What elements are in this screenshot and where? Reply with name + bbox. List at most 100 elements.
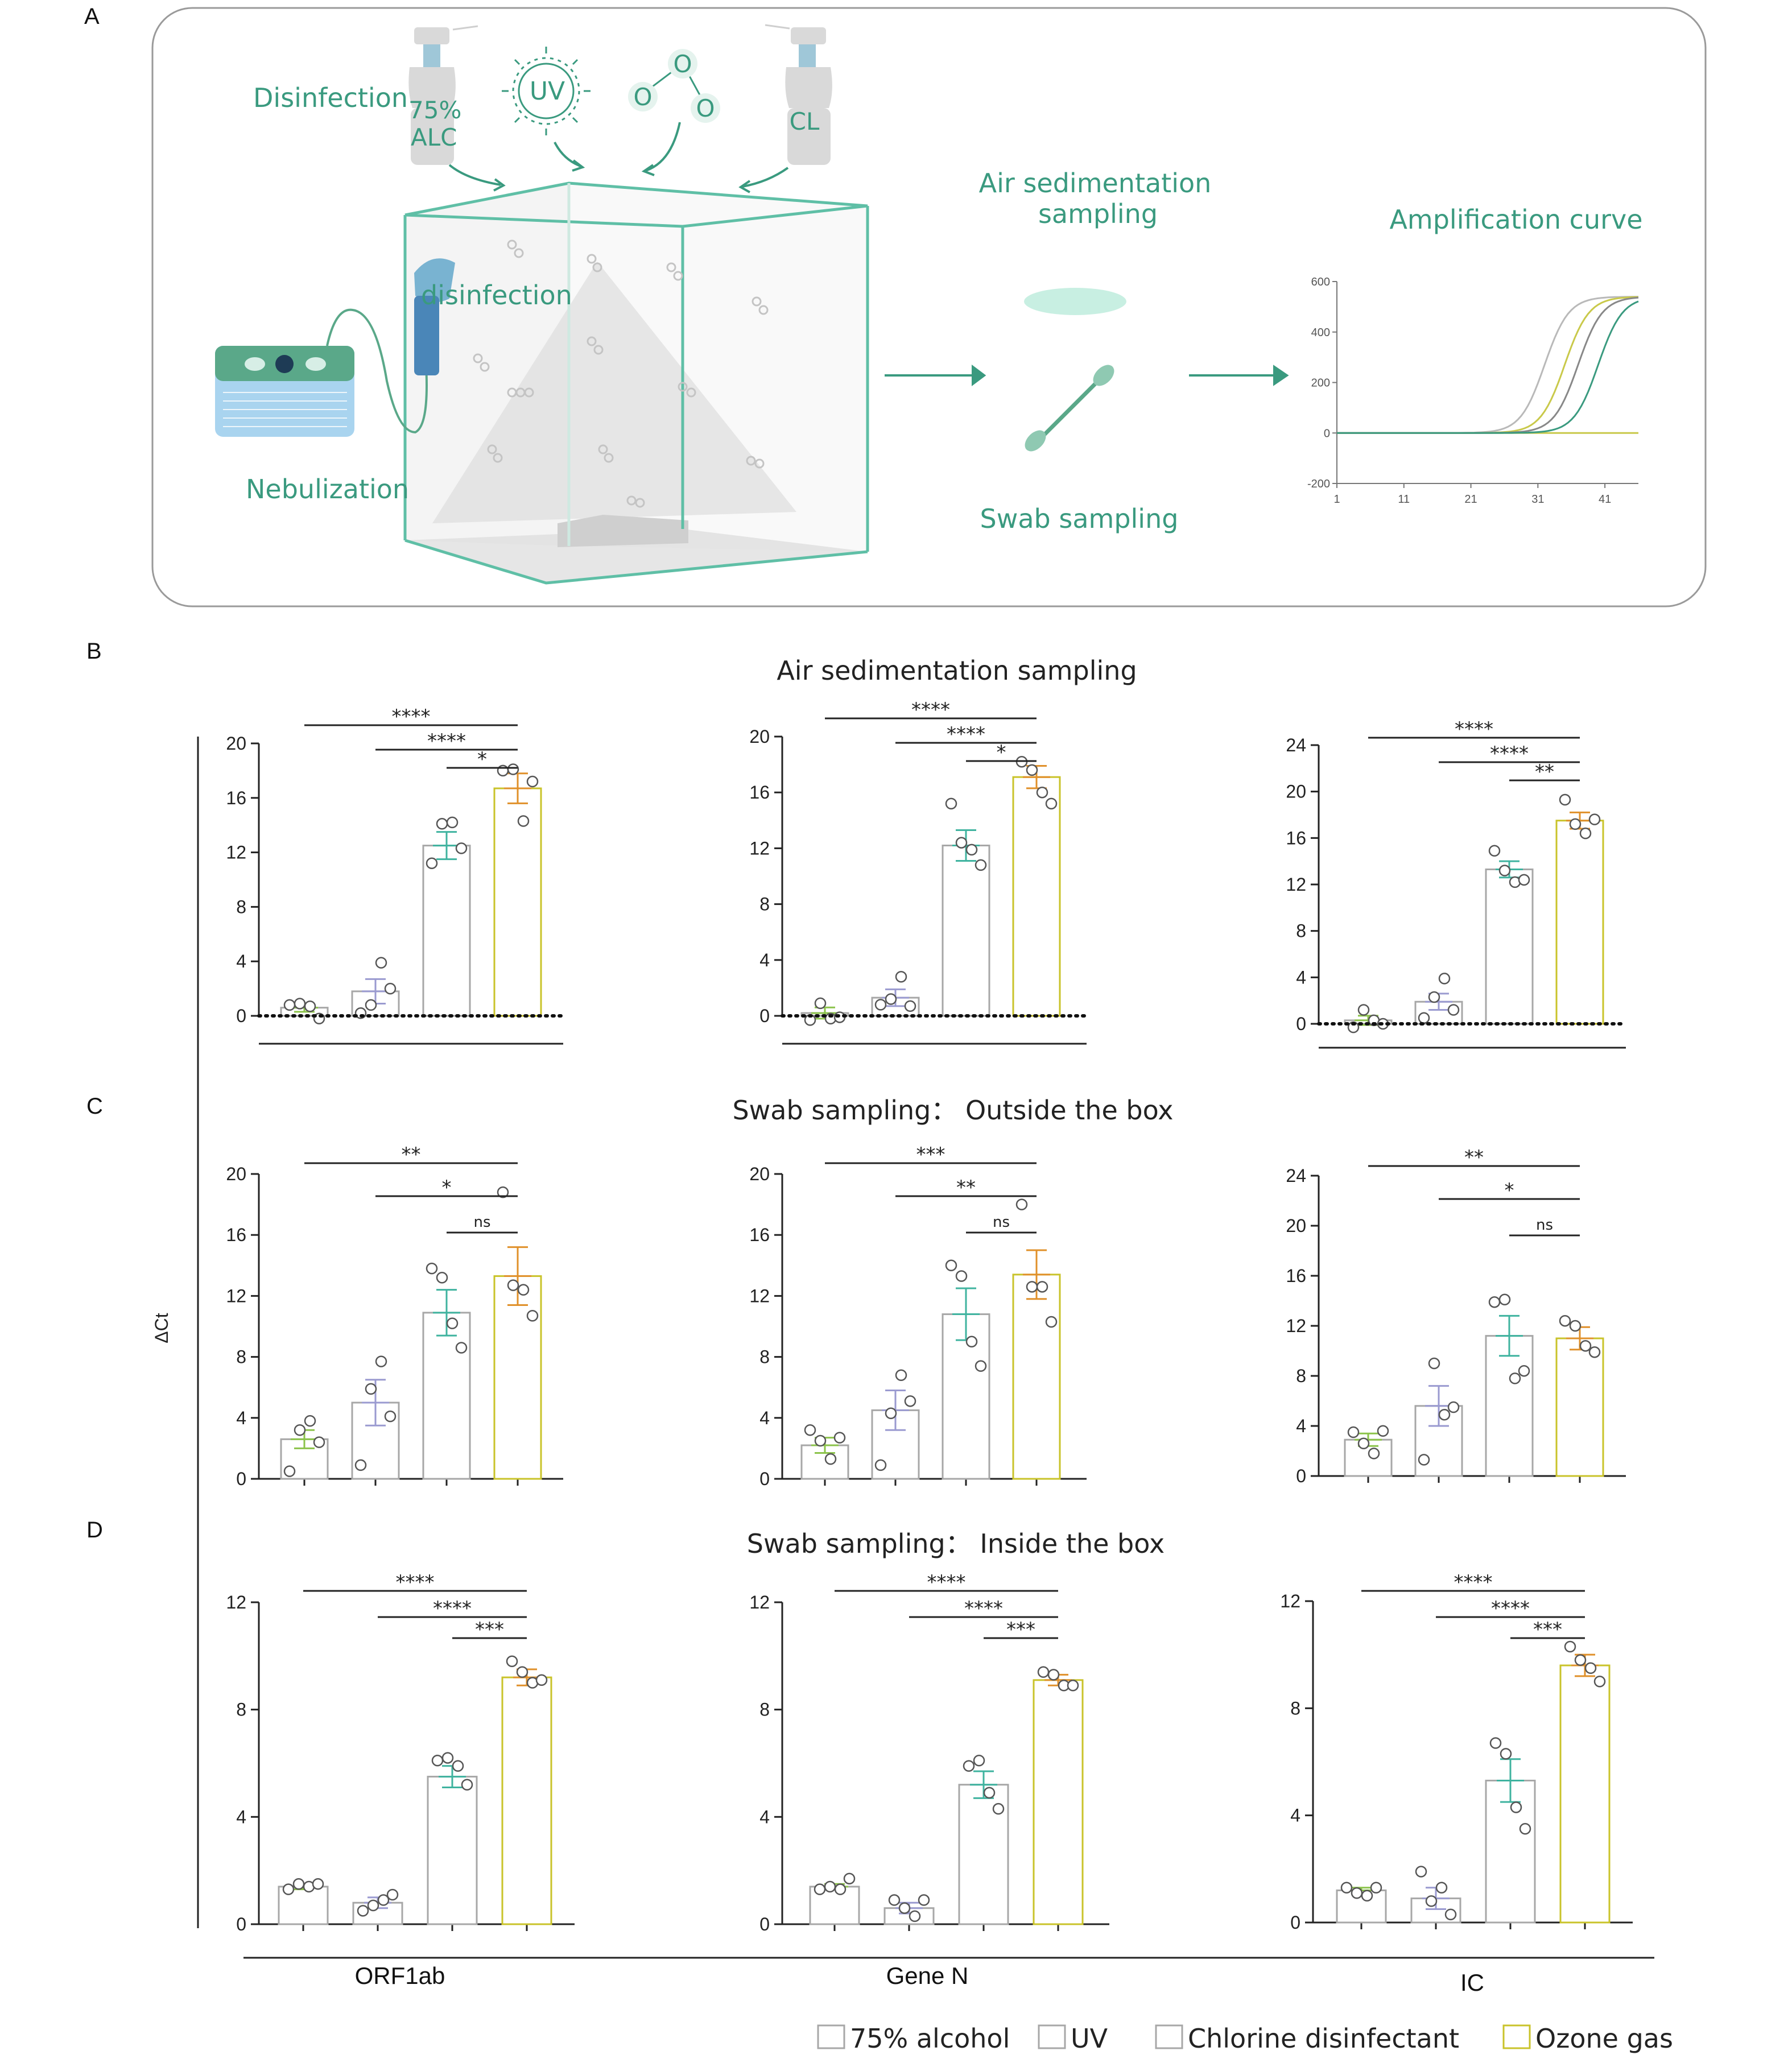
data-point xyxy=(431,1755,444,1767)
y-tick-label: 12 xyxy=(749,1285,770,1306)
disinfection-inner-label: disinfection xyxy=(421,280,572,311)
air-sampling-label-line2: sampling xyxy=(1038,199,1158,229)
data-point xyxy=(365,999,377,1011)
data-point xyxy=(1488,845,1501,857)
data-point xyxy=(965,844,978,856)
y-tick-label: 0 xyxy=(1296,1466,1306,1486)
y-tick-label: 8 xyxy=(236,1700,246,1720)
y-tick-label: 8 xyxy=(1296,921,1306,941)
amp-y-tick-label: 400 xyxy=(1311,326,1330,339)
y-tick-label: 16 xyxy=(749,1225,770,1245)
y-tick-label: 0 xyxy=(1290,1912,1300,1933)
uv-label: UV xyxy=(530,77,565,106)
legend-label: UV xyxy=(1071,2023,1108,2054)
ozone-o1: O xyxy=(633,83,652,111)
data-point xyxy=(945,797,957,810)
ozone-molecule-icon xyxy=(628,49,720,123)
data-point xyxy=(1347,1426,1360,1438)
amp-y-tick-label: 0 xyxy=(1324,427,1330,440)
panel-letter-d: D xyxy=(86,1518,103,1543)
data-point xyxy=(507,1279,519,1291)
legend: 75% alcohol UV Chlorine disinfectant Ozone … xyxy=(817,2023,1673,2054)
data-point xyxy=(1509,1372,1521,1384)
gene-label-orf1ab: ORF1ab xyxy=(355,1962,445,1989)
y-tick-label: 0 xyxy=(759,1469,770,1489)
y-tick-label: 0 xyxy=(236,1006,246,1026)
cl-label: CL xyxy=(790,108,820,135)
data-point xyxy=(1368,1448,1380,1460)
data-point xyxy=(375,1355,387,1367)
bar xyxy=(1485,1335,1534,1477)
panel-a-frame xyxy=(151,7,1707,607)
bar xyxy=(427,1776,478,1925)
data-point xyxy=(992,1802,1005,1815)
sig-label: **** xyxy=(1491,1597,1530,1620)
data-point xyxy=(1037,1666,1050,1678)
agent-arrows xyxy=(448,122,789,193)
y-tick-label: 8 xyxy=(236,896,246,917)
y-tick-label: 4 xyxy=(236,1408,246,1428)
data-point xyxy=(426,857,438,870)
gene-label-ic: IC xyxy=(1460,1969,1484,1996)
sig-label: ** xyxy=(1535,760,1554,783)
sig-label: ** xyxy=(956,1176,976,1199)
data-point xyxy=(1357,1437,1370,1450)
data-point xyxy=(1489,1737,1502,1749)
data-point xyxy=(312,1878,324,1890)
nebulizer-mask-icon xyxy=(414,258,455,375)
data-point xyxy=(1428,1357,1440,1370)
data-point xyxy=(1447,1004,1460,1016)
data-point xyxy=(357,1905,369,1917)
y-tick-label: 24 xyxy=(1286,1165,1306,1186)
bar xyxy=(1555,820,1604,1025)
y-tick-label: 16 xyxy=(226,788,246,808)
sig-label: * xyxy=(442,1176,452,1199)
spray-bottle-left-icon xyxy=(408,25,478,165)
y-tick-label: 8 xyxy=(759,1700,770,1720)
section-title-d: Swab sampling： Inside the box xyxy=(747,1528,1165,1559)
data-point xyxy=(1015,1198,1028,1210)
y-tick-label: 12 xyxy=(226,842,246,863)
amp-y-tick-label: 200 xyxy=(1311,377,1330,390)
data-point xyxy=(973,1755,985,1767)
y-tick-label: 4 xyxy=(759,1806,770,1827)
data-point xyxy=(1559,793,1571,806)
data-point xyxy=(1498,1293,1511,1306)
data-point xyxy=(1444,1908,1457,1921)
data-point xyxy=(1435,1882,1448,1894)
bar-sections: B Air sedimentation sampling C Swab samplin… xyxy=(86,639,1633,1934)
nebulization-label: Nebulization xyxy=(246,474,409,505)
y-tick-label: 8 xyxy=(759,1347,770,1367)
sig-label: ns xyxy=(473,1214,490,1231)
sig-label: **** xyxy=(396,1571,435,1594)
data-point xyxy=(1569,818,1582,830)
data-point xyxy=(1428,991,1440,1003)
data-point xyxy=(426,1262,438,1275)
y-tick-label: 12 xyxy=(226,1592,246,1613)
data-point xyxy=(1564,1640,1576,1653)
data-point xyxy=(292,1878,305,1890)
data-point xyxy=(294,998,306,1010)
y-tick-label: 0 xyxy=(759,1006,770,1026)
sig-label: *** xyxy=(916,1143,945,1166)
data-point xyxy=(1447,1401,1460,1413)
amp-curve xyxy=(1337,296,1639,434)
data-point xyxy=(1415,1866,1427,1878)
amp-x-tick-label: 1 xyxy=(1333,493,1340,506)
sig-label: *** xyxy=(1006,1618,1035,1641)
data-point xyxy=(1574,1654,1587,1666)
amp-y-tick-label: -200 xyxy=(1307,478,1330,490)
data-point xyxy=(1370,1882,1382,1894)
y-tick-label: 20 xyxy=(749,1164,770,1184)
data-point xyxy=(874,999,887,1011)
data-point xyxy=(814,997,827,1010)
legend-swatch xyxy=(817,2024,845,2049)
y-tick-label: 12 xyxy=(749,838,770,858)
legend-swatch xyxy=(1502,2024,1531,2049)
bar xyxy=(942,844,990,1017)
data-point xyxy=(909,1910,921,1922)
legend-swatch xyxy=(1155,2024,1183,2049)
